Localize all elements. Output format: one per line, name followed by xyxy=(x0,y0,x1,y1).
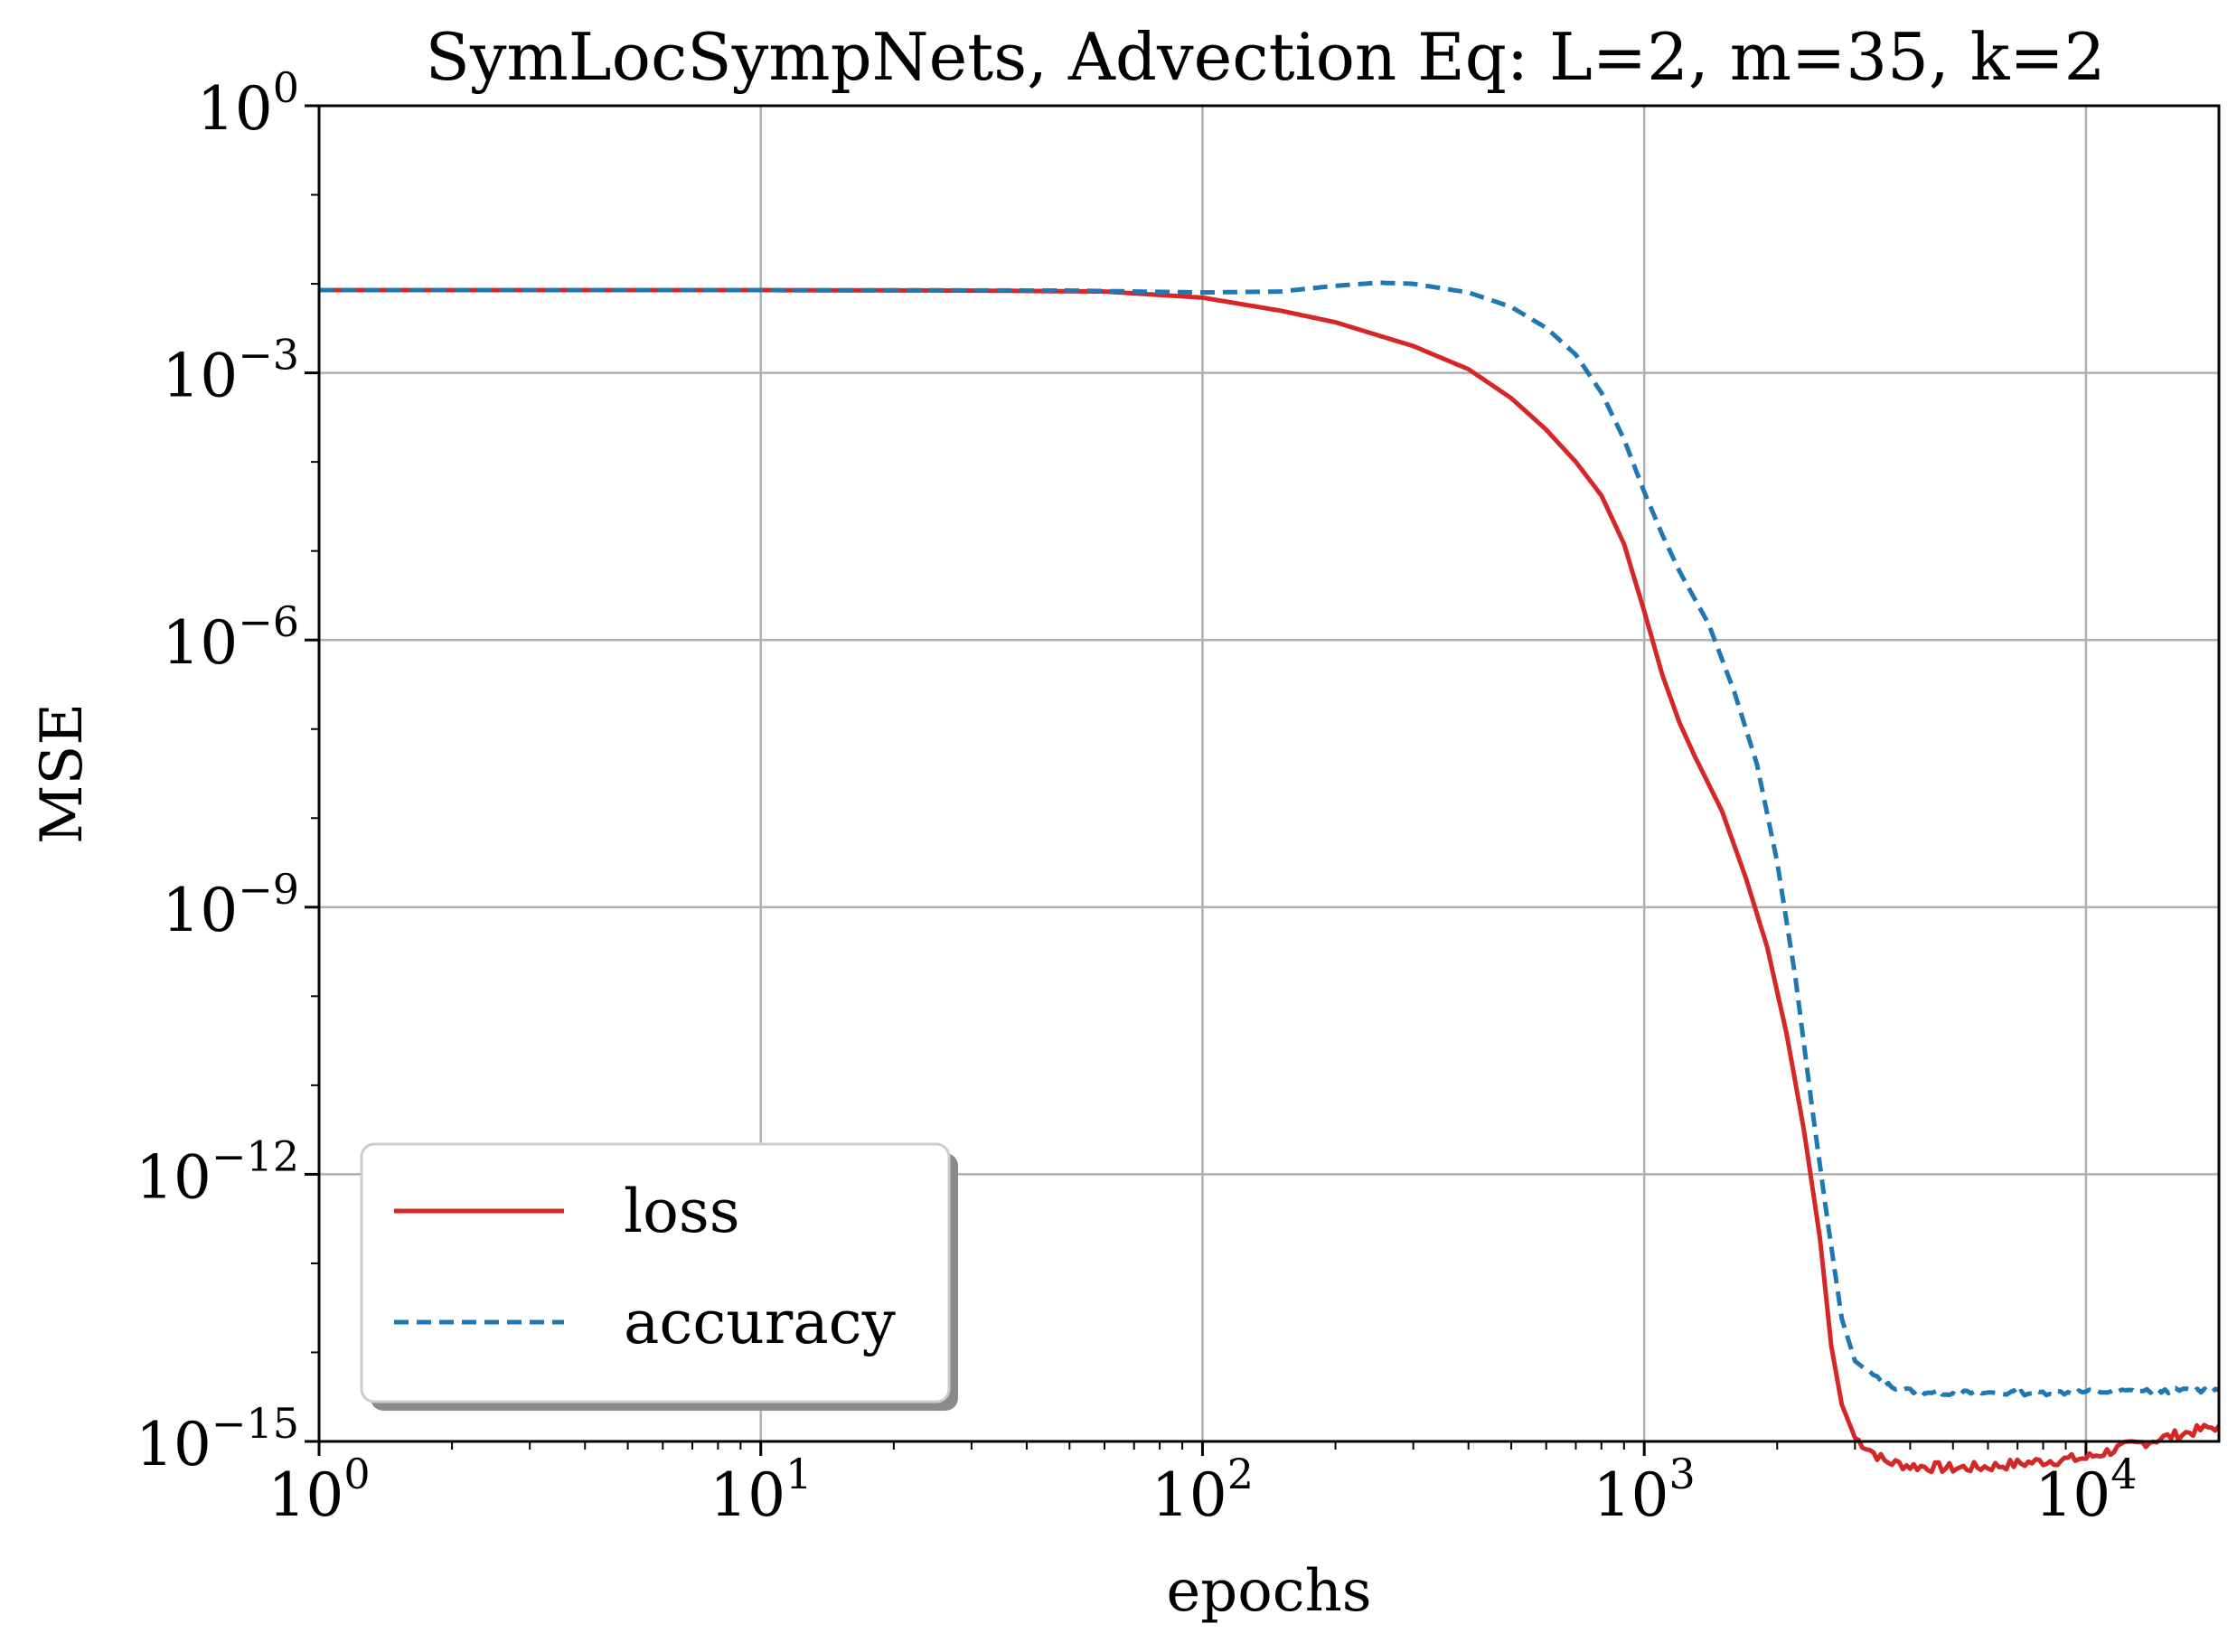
x-tick-label: 100 xyxy=(268,1450,370,1530)
y-tick-label: 10−9 xyxy=(162,865,299,945)
y-tick-label: 100 xyxy=(197,63,299,144)
legend-box xyxy=(360,1142,951,1403)
legend-label-loss: loss xyxy=(624,1177,740,1246)
y-tick-label: 10−3 xyxy=(162,331,299,411)
legend-label-accuracy: accuracy xyxy=(624,1288,897,1357)
legend: loss accuracy xyxy=(360,1142,958,1411)
series-group xyxy=(319,280,2221,1475)
x-tick-label: 102 xyxy=(1151,1450,1254,1530)
y-axis-label: MSE xyxy=(29,703,96,844)
y-tick-label: 10−6 xyxy=(162,597,299,678)
y-tick-label: 10−12 xyxy=(136,1131,299,1212)
x-axis-label: epochs xyxy=(1166,1558,1371,1625)
x-tick-label: 104 xyxy=(2035,1450,2137,1530)
plot-frame xyxy=(317,104,2221,1443)
series-line-accuracy xyxy=(319,280,2220,1398)
y-tick-label: 10−15 xyxy=(136,1399,299,1479)
x-tick-label: 103 xyxy=(1593,1450,1696,1530)
y-axis-ticks: 100 10−3 10−6 10−9 10−12 10−15 xyxy=(136,63,319,1479)
x-axis-ticks: 100 101 102 103 104 xyxy=(268,1441,2138,1530)
chart-title: SymLocSympNets, Advection Eq: L=2, m=35,… xyxy=(426,19,2106,95)
x-tick-label: 101 xyxy=(710,1450,812,1530)
